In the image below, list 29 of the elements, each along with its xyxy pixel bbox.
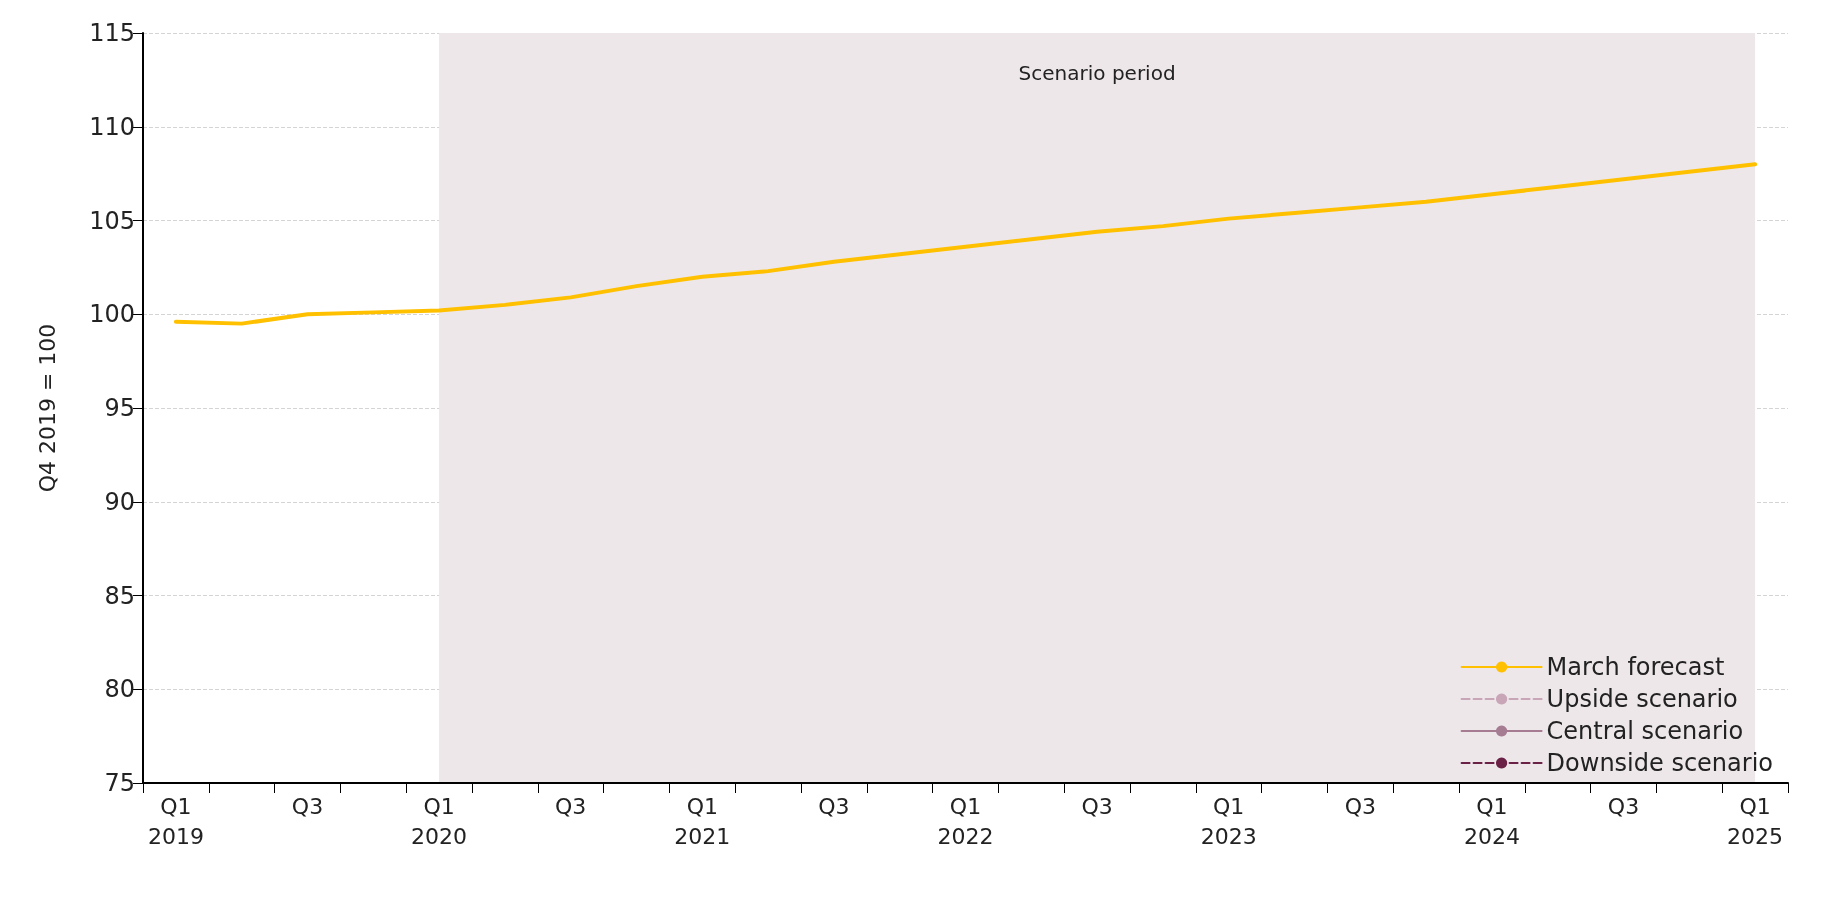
band-label: Scenario period <box>1018 61 1176 85</box>
legend-label: March forecast <box>1546 653 1725 681</box>
x-tick-label: Q1 2024 <box>1463 793 1520 849</box>
y-tick-label: 110 <box>89 112 135 141</box>
x-tick-label: Q1 2019 <box>147 793 204 849</box>
y-tick-label: 75 <box>104 769 135 797</box>
y-tick-label: 115 <box>89 19 135 47</box>
x-tick-label: Q3 <box>291 793 324 819</box>
line-series <box>173 162 1758 326</box>
x-tick-label: Q1 2025 <box>1727 793 1784 849</box>
x-tick-label: Q1 2021 <box>674 793 731 849</box>
y-tick-label: 90 <box>104 487 135 516</box>
y-tick-label: 105 <box>89 206 135 235</box>
x-tick-label: Q3 <box>1344 793 1376 819</box>
y-tick-label: 100 <box>89 300 135 329</box>
legend-label: Central scenario <box>1546 717 1744 745</box>
x-tick-label: Q3 <box>1607 793 1640 819</box>
x-tick-label: Q3 <box>1081 793 1113 819</box>
legend-label: Upside scenario <box>1546 685 1738 713</box>
y-tick-label: 95 <box>104 394 135 422</box>
x-tick-label: Q1 2022 <box>937 793 994 849</box>
x-tick-label: Q3 <box>818 793 850 819</box>
x-tick-label: Q3 <box>555 793 587 819</box>
y-tick-label: 80 <box>104 675 135 704</box>
legend-label: Downside scenario <box>1546 749 1773 777</box>
x-tick-label: Q1 2020 <box>411 793 468 849</box>
y-axis-title: Q4 2019 = 100 <box>34 323 60 493</box>
y-tick-label: 85 <box>104 581 135 610</box>
x-tick-label: Q1 2023 <box>1200 793 1257 849</box>
